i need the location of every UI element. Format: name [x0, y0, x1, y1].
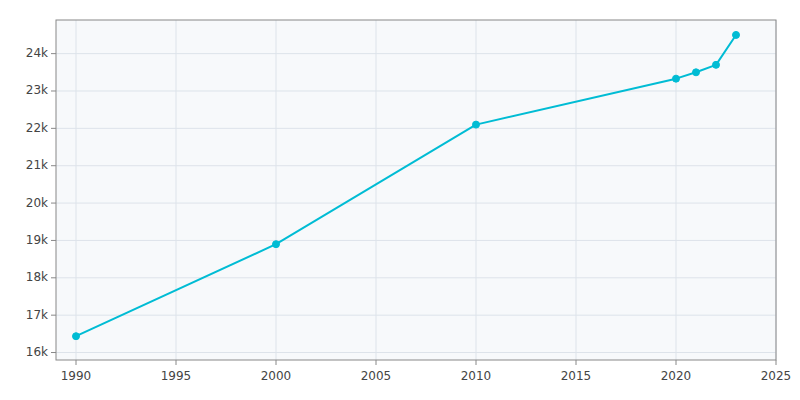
y-grid-line: [56, 53, 776, 54]
x-tick-label: 1990: [61, 369, 92, 383]
y-grid-line: [56, 315, 776, 316]
x-tick: [376, 360, 377, 365]
y-tick-label: 17k: [26, 308, 48, 322]
x-grid-line: [376, 20, 377, 360]
point-marker: [713, 61, 720, 68]
point-marker: [693, 69, 700, 76]
plot-frame: [56, 20, 776, 360]
y-tick: [51, 128, 56, 129]
y-tick-label: 24k: [26, 46, 48, 60]
y-tick: [51, 352, 56, 353]
y-tick: [51, 53, 56, 54]
point-marker: [273, 241, 280, 248]
y-grid-line: [56, 165, 776, 166]
y-tick-label: 21k: [26, 158, 48, 172]
y-tick: [51, 240, 56, 241]
plot-background: [56, 20, 776, 360]
y-tick-label: 20k: [26, 196, 48, 210]
x-grid-line: [276, 20, 277, 360]
x-tick: [476, 360, 477, 365]
y-tick: [51, 90, 56, 91]
y-tick-label: 19k: [26, 233, 48, 247]
x-tick-label: 2020: [661, 369, 692, 383]
x-tick: [276, 360, 277, 365]
axes: 16k 17k 18k 19k 20k 21k 22k 23k 24k 1990 1995 2000 2…: [26, 20, 791, 383]
y-tick-label: 18k: [26, 270, 48, 284]
x-tick-label: 1995: [161, 369, 192, 383]
x-tick: [676, 360, 677, 365]
y-grid-line: [56, 128, 776, 129]
x-tick-label: 2025: [761, 369, 792, 383]
y-tick: [51, 203, 56, 204]
y-grid-line: [56, 90, 776, 91]
x-grid-line: [76, 20, 77, 360]
y-tick-label: 23k: [26, 83, 48, 97]
y-tick: [51, 277, 56, 278]
x-grid-line: [176, 20, 177, 360]
y-tick-label: 16k: [26, 345, 48, 359]
y-grid-line: [56, 240, 776, 241]
x-grid-line: [476, 20, 477, 360]
point-marker: [733, 31, 740, 38]
x-tick: [176, 360, 177, 365]
y-grid-line: [56, 277, 776, 278]
x-tick-label: 2015: [561, 369, 592, 383]
x-tick-label: 2010: [461, 369, 492, 383]
x-tick: [576, 360, 577, 365]
x-grid-line: [676, 20, 677, 360]
y-tick: [51, 165, 56, 166]
y-grid-line: [56, 352, 776, 353]
point-marker: [473, 121, 480, 128]
y-tick-label: 22k: [26, 121, 48, 135]
x-tick: [776, 360, 777, 365]
y-tick: [51, 315, 56, 316]
x-tick: [76, 360, 77, 365]
data-group: [73, 31, 740, 339]
x-grid-line: [576, 20, 577, 360]
y-grid-line: [56, 203, 776, 204]
x-tick-label: 2000: [261, 369, 292, 383]
grid: [56, 20, 776, 360]
chart-container: 16k 17k 18k 19k 20k 21k 22k 23k 24k 1990 1995 2000 2…: [0, 0, 800, 400]
series-line: [76, 35, 736, 336]
point-marker: [673, 75, 680, 82]
x-tick-label: 2005: [361, 369, 392, 383]
point-marker: [73, 333, 80, 340]
chart-svg: 16k 17k 18k 19k 20k 21k 22k 23k 24k 1990 1995 2000 2…: [0, 0, 800, 400]
